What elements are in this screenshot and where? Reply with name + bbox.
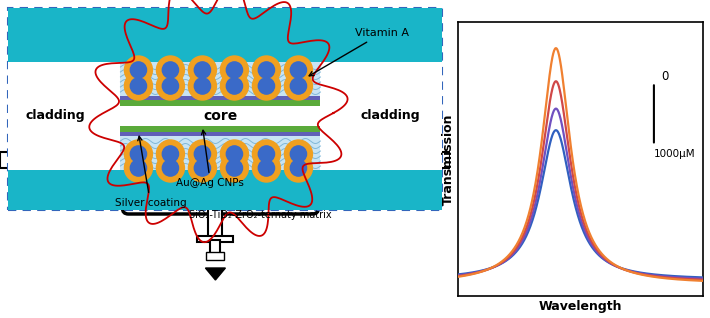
Text: cladding: cladding: [361, 109, 420, 122]
Circle shape: [258, 160, 275, 176]
Circle shape: [156, 56, 185, 84]
Circle shape: [163, 78, 178, 94]
Text: Vitamin A: Vitamin A: [309, 28, 410, 76]
Bar: [209, 206, 222, 240]
Circle shape: [285, 72, 312, 100]
Polygon shape: [205, 268, 226, 280]
Circle shape: [195, 78, 211, 94]
Circle shape: [188, 56, 217, 84]
Circle shape: [207, 68, 226, 86]
Circle shape: [220, 56, 248, 84]
Bar: [9, 62, 442, 170]
Circle shape: [188, 154, 217, 182]
Bar: [121, 136, 320, 170]
Circle shape: [163, 62, 178, 78]
Circle shape: [124, 154, 153, 182]
Circle shape: [156, 72, 185, 100]
Circle shape: [258, 146, 275, 162]
Circle shape: [258, 78, 275, 94]
Bar: [425, 155, 432, 165]
Bar: [432, 152, 450, 168]
Circle shape: [285, 140, 312, 168]
Circle shape: [220, 72, 248, 100]
Text: cladding: cladding: [26, 109, 85, 122]
Circle shape: [124, 56, 153, 84]
FancyBboxPatch shape: [122, 112, 318, 214]
Bar: [121, 62, 320, 96]
Bar: [121, 96, 320, 100]
Circle shape: [290, 78, 307, 94]
Text: Au@Ag CNPs: Au@Ag CNPs: [177, 130, 244, 188]
Circle shape: [156, 154, 185, 182]
Circle shape: [131, 78, 146, 94]
Circle shape: [195, 146, 211, 162]
Circle shape: [188, 140, 217, 168]
Bar: [121, 126, 320, 132]
Bar: [210, 240, 220, 254]
Bar: [1, 152, 18, 168]
Bar: [18, 155, 26, 165]
Circle shape: [285, 56, 312, 84]
Bar: [121, 100, 320, 106]
Circle shape: [226, 146, 243, 162]
Circle shape: [195, 160, 211, 176]
Circle shape: [220, 140, 248, 168]
Circle shape: [290, 146, 307, 162]
Circle shape: [253, 56, 280, 84]
Circle shape: [290, 160, 307, 176]
Circle shape: [131, 160, 146, 176]
Circle shape: [163, 160, 178, 176]
Bar: [197, 236, 234, 242]
Circle shape: [253, 154, 280, 182]
Circle shape: [290, 62, 307, 78]
Circle shape: [253, 72, 280, 100]
Text: 0: 0: [661, 71, 669, 83]
Y-axis label: Transmission: Transmission: [442, 113, 455, 205]
Bar: [207, 77, 226, 112]
Bar: [121, 132, 320, 136]
Bar: [178, 150, 263, 176]
Circle shape: [258, 62, 275, 78]
Text: 1000μM: 1000μM: [654, 149, 696, 159]
Circle shape: [163, 146, 178, 162]
Text: SiO₂-TiO₂-ZrO₂-ternaty matrix: SiO₂-TiO₂-ZrO₂-ternaty matrix: [189, 210, 332, 220]
Text: Silver coating: Silver coating: [114, 136, 186, 208]
Bar: [9, 8, 442, 210]
Circle shape: [156, 140, 185, 168]
Circle shape: [124, 72, 153, 100]
Circle shape: [253, 140, 280, 168]
Circle shape: [188, 72, 217, 100]
Circle shape: [226, 160, 243, 176]
Circle shape: [285, 154, 312, 182]
Circle shape: [124, 140, 153, 168]
Bar: [9, 8, 442, 62]
Text: core: core: [203, 109, 238, 123]
Circle shape: [226, 62, 243, 78]
Circle shape: [131, 146, 146, 162]
Circle shape: [131, 62, 146, 78]
Circle shape: [226, 78, 243, 94]
Circle shape: [195, 62, 211, 78]
Bar: [9, 170, 442, 210]
Circle shape: [220, 154, 248, 182]
X-axis label: Wavelength: Wavelength: [539, 300, 622, 313]
Bar: [207, 252, 224, 260]
